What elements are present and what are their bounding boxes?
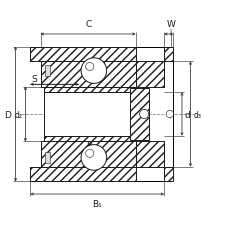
- Text: D: D: [5, 110, 11, 119]
- Text: W: W: [166, 20, 174, 29]
- Text: d₃: d₃: [192, 110, 200, 119]
- Text: B₁: B₁: [92, 199, 102, 208]
- Bar: [44, 87, 134, 93]
- Bar: [41, 142, 135, 167]
- Circle shape: [81, 145, 106, 171]
- Text: C: C: [85, 20, 91, 29]
- Bar: [41, 62, 135, 87]
- Circle shape: [81, 58, 106, 84]
- Bar: [44, 93, 134, 136]
- Bar: [44, 136, 134, 142]
- Bar: [135, 142, 164, 167]
- Bar: [44, 152, 49, 164]
- Text: B: B: [86, 140, 92, 149]
- Text: d₂: d₂: [15, 110, 22, 119]
- Bar: [135, 62, 164, 87]
- Text: d: d: [184, 110, 190, 119]
- Text: S: S: [31, 75, 37, 84]
- Bar: [129, 89, 149, 140]
- Bar: [164, 167, 172, 182]
- Bar: [164, 47, 172, 62]
- Bar: [30, 167, 135, 182]
- Circle shape: [166, 111, 173, 118]
- Bar: [30, 47, 135, 62]
- Circle shape: [139, 110, 148, 119]
- Bar: [44, 65, 49, 77]
